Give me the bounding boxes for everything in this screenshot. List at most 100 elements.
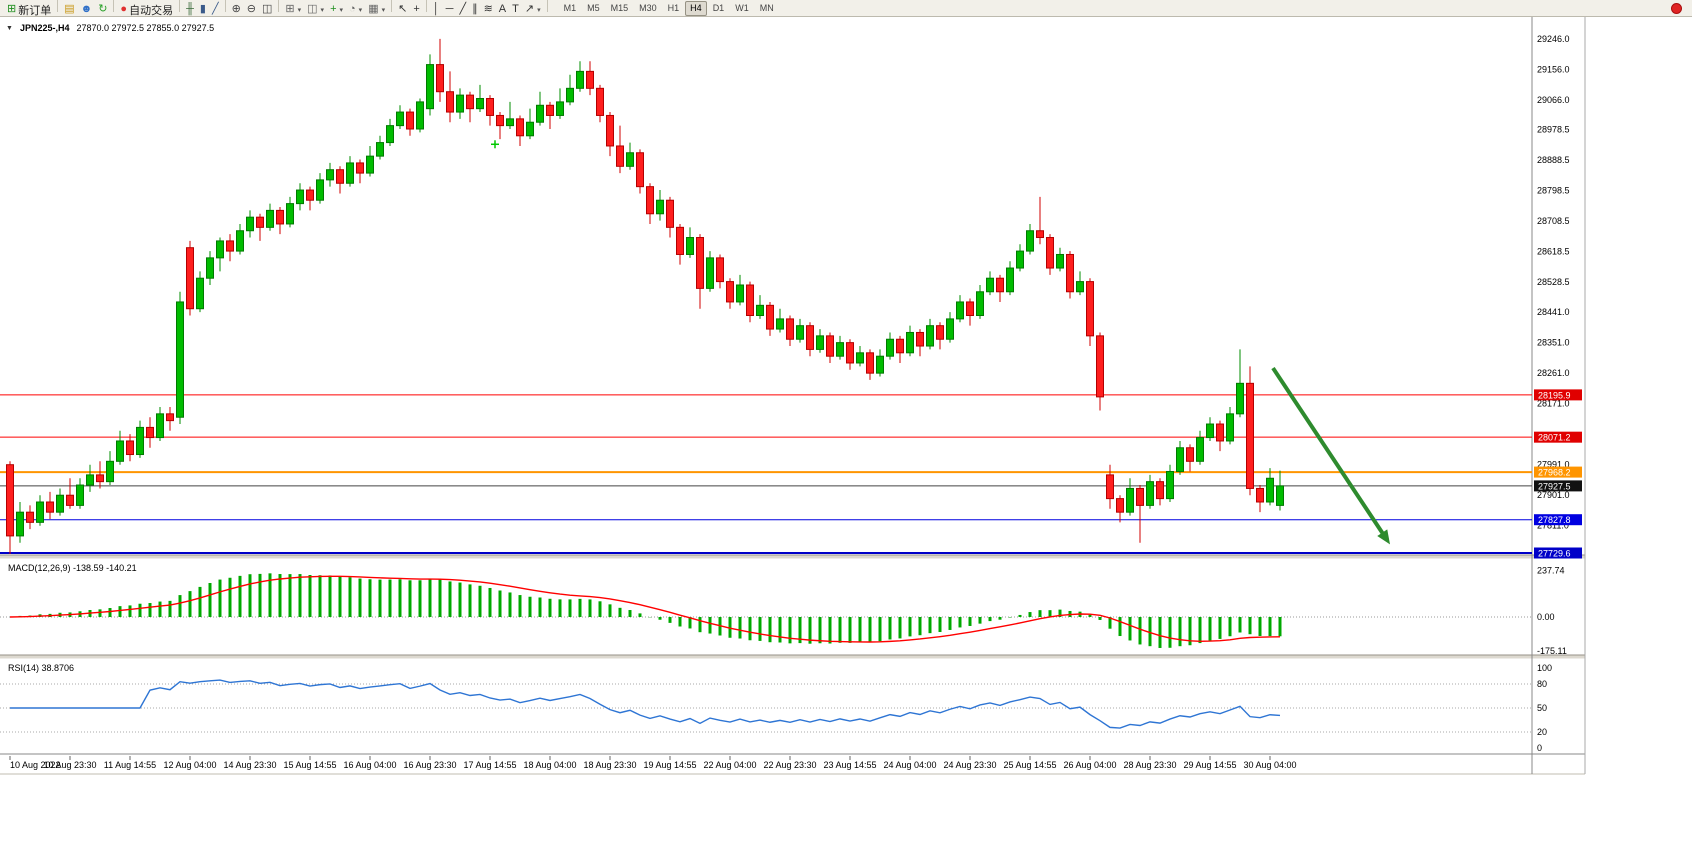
svg-text:27729.6: 27729.6 xyxy=(1538,549,1571,559)
symbol-period-label: JPN225-,H4 xyxy=(19,23,70,33)
svg-text:0.00: 0.00 xyxy=(1537,612,1555,622)
horizontal-line-button[interactable]: ─ xyxy=(443,2,457,17)
new-chart-window-button[interactable]: ⊞ ▾ xyxy=(282,2,304,17)
timeframe-d1-button[interactable]: D1 xyxy=(712,2,725,13)
svg-text:-175.11: -175.11 xyxy=(1537,646,1567,656)
price-tag xyxy=(1534,480,1582,492)
new-order-button[interactable]: ⊞ 新订单 xyxy=(4,2,54,17)
timeframe-m1-button[interactable]: M1 xyxy=(563,2,577,13)
indicators-button[interactable]: + ▾ xyxy=(327,2,346,17)
trend-line-button[interactable]: ╱ xyxy=(456,2,469,17)
cross-marker xyxy=(491,140,499,149)
new-chart-window-dropdown-arrow[interactable]: ▾ xyxy=(297,6,302,14)
timeframe-m5-button[interactable]: M5 xyxy=(587,2,600,13)
arrows-dropdown-arrow[interactable]: ▾ xyxy=(537,6,541,14)
rsi-line xyxy=(10,679,1281,729)
bars-mode-button[interactable]: ╫ xyxy=(183,2,197,17)
trend-arrow-object[interactable] xyxy=(1271,366,1390,545)
fibonacci-button[interactable]: ≋ xyxy=(481,2,496,17)
market-watch-icon: ▤ xyxy=(64,3,75,15)
rsi-values: 38.8706 xyxy=(41,663,75,673)
svg-text:28351.0: 28351.0 xyxy=(1537,337,1570,347)
svg-text:17 Aug 14:55: 17 Aug 14:55 xyxy=(463,760,516,770)
zoom-in-button[interactable]: ⊕ xyxy=(229,2,244,17)
templates-dropdown-arrow[interactable]: ▾ xyxy=(381,6,386,14)
rsi-indicator-label: RSI(14) 38.8706 xyxy=(8,663,74,673)
timeframe-mn-button[interactable]: MN xyxy=(759,2,774,13)
svg-text:14 Aug 23:30: 14 Aug 23:30 xyxy=(223,760,276,770)
notification-badge[interactable] xyxy=(1671,3,1682,14)
svg-text:237.74: 237.74 xyxy=(1537,566,1565,576)
timeframe-w1-button[interactable]: W1 xyxy=(735,2,749,13)
toolbar-separator xyxy=(425,0,427,12)
svg-text:27968.2: 27968.2 xyxy=(1538,468,1571,478)
crosshair-button[interactable]: + xyxy=(410,2,422,17)
text-label-icon: T xyxy=(512,3,519,15)
price-tags: 28195.9 28071.2 27968.2 27927.5 27827.8 27729… xyxy=(1534,389,1582,559)
svg-text:29 Aug 14:55: 29 Aug 14:55 xyxy=(1183,760,1236,770)
periods-button[interactable]: ◔ ▾ xyxy=(346,2,365,17)
auto-trading-label: 自动交易 xyxy=(129,4,174,17)
svg-text:28888.5: 28888.5 xyxy=(1537,155,1570,165)
timeframe-h1-button[interactable]: H1 xyxy=(667,2,680,13)
toolbar-separator xyxy=(57,0,59,12)
arrows-button[interactable]: ↗ ▾ xyxy=(522,2,544,17)
price-tag xyxy=(1534,514,1582,526)
timeframe-m15-button[interactable]: M15 xyxy=(610,2,629,13)
chart-canvas[interactable]: 29246.0 29156.0 29066.0 28978.5 28888.5 28798… xyxy=(0,17,1692,842)
price-tag xyxy=(1534,547,1582,559)
svg-text:25 Aug 14:55: 25 Aug 14:55 xyxy=(1003,760,1056,770)
svg-text:28 Aug 23:30: 28 Aug 23:30 xyxy=(1123,760,1176,770)
auto-trading-button[interactable]: ● 自动交易 xyxy=(117,2,176,17)
rsi-name: RSI(14) xyxy=(8,663,40,673)
toolbar-separator xyxy=(391,0,393,12)
svg-text:27991.0: 27991.0 xyxy=(1537,459,1570,469)
templates-button[interactable]: ▦ ▾ xyxy=(365,2,388,17)
svg-text:28978.5: 28978.5 xyxy=(1537,125,1570,135)
zoom-out-icon: ⊖ xyxy=(246,3,256,15)
profiles-button[interactable]: ◫ ▾ xyxy=(304,2,327,17)
zoom-in-icon: ⊕ xyxy=(231,3,241,15)
price-axis: 29246.0 29156.0 29066.0 28978.5 28888.5 28798… xyxy=(1537,34,1570,531)
svg-text:30 Aug 04:00: 30 Aug 04:00 xyxy=(1243,760,1296,770)
toolbar-separator xyxy=(546,0,548,12)
market-watch-button[interactable]: ▤ xyxy=(61,2,77,17)
ohlc-values: 27870.0 27972.5 27855.0 27927.5 xyxy=(76,23,215,33)
horizontal-line-icon: ─ xyxy=(445,3,454,15)
tile-windows-button[interactable]: ◫ xyxy=(259,2,275,17)
tile-windows-icon: ◫ xyxy=(262,3,273,15)
text-button[interactable]: A xyxy=(496,2,509,17)
vertical-line-button[interactable]: │ xyxy=(430,2,443,17)
timeframe-m30-button[interactable]: M30 xyxy=(639,2,657,13)
channel-icon: ∥ xyxy=(472,3,478,15)
zoom-out-button[interactable]: ⊖ xyxy=(244,2,259,17)
candles-mode-button[interactable]: ▮ xyxy=(197,2,209,17)
indicators-dropdown-arrow[interactable]: ▾ xyxy=(339,6,344,14)
community-icon: ☻ xyxy=(80,3,93,15)
svg-text:28798.5: 28798.5 xyxy=(1537,186,1570,196)
line-mode-button[interactable]: ╱ xyxy=(209,2,222,17)
horizontal-lines xyxy=(0,394,1532,554)
macd-indicator-label: MACD(12,26,9) -138.59 -140.21 xyxy=(8,563,137,573)
profiles-dropdown-arrow[interactable]: ▾ xyxy=(320,6,325,14)
svg-text:28618.5: 28618.5 xyxy=(1537,247,1570,257)
timeframe-h4-button[interactable]: H4 xyxy=(685,0,707,16)
community-button[interactable]: ☻ xyxy=(78,2,96,17)
templates-icon: ▦ xyxy=(368,3,379,15)
new-order-icon: ⊞ xyxy=(7,3,17,15)
rsi-panel: 100 80 50 20 0 xyxy=(0,663,1552,753)
fibonacci-icon: ≋ xyxy=(483,3,493,15)
svg-text:11 Aug 14:55: 11 Aug 14:55 xyxy=(104,760,156,770)
cursor-button[interactable]: ↖ xyxy=(395,2,410,17)
svg-text:19 Aug 14:55: 19 Aug 14:55 xyxy=(643,760,696,770)
svg-text:18 Aug 04:00: 18 Aug 04:00 xyxy=(523,760,576,770)
trend-line-icon: ╱ xyxy=(459,3,467,15)
text-label-button[interactable]: T xyxy=(509,2,522,17)
toolbar-separator xyxy=(278,0,280,12)
one-click-trading-arrow-icon[interactable]: ▼ xyxy=(6,24,13,32)
periods-dropdown-arrow[interactable]: ▾ xyxy=(358,6,363,14)
channel-button[interactable]: ∥ xyxy=(469,2,481,17)
svg-text:29246.0: 29246.0 xyxy=(1537,34,1570,44)
refresh-button[interactable]: ↻ xyxy=(95,2,110,17)
svg-text:16 Aug 04:00: 16 Aug 04:00 xyxy=(343,760,396,770)
